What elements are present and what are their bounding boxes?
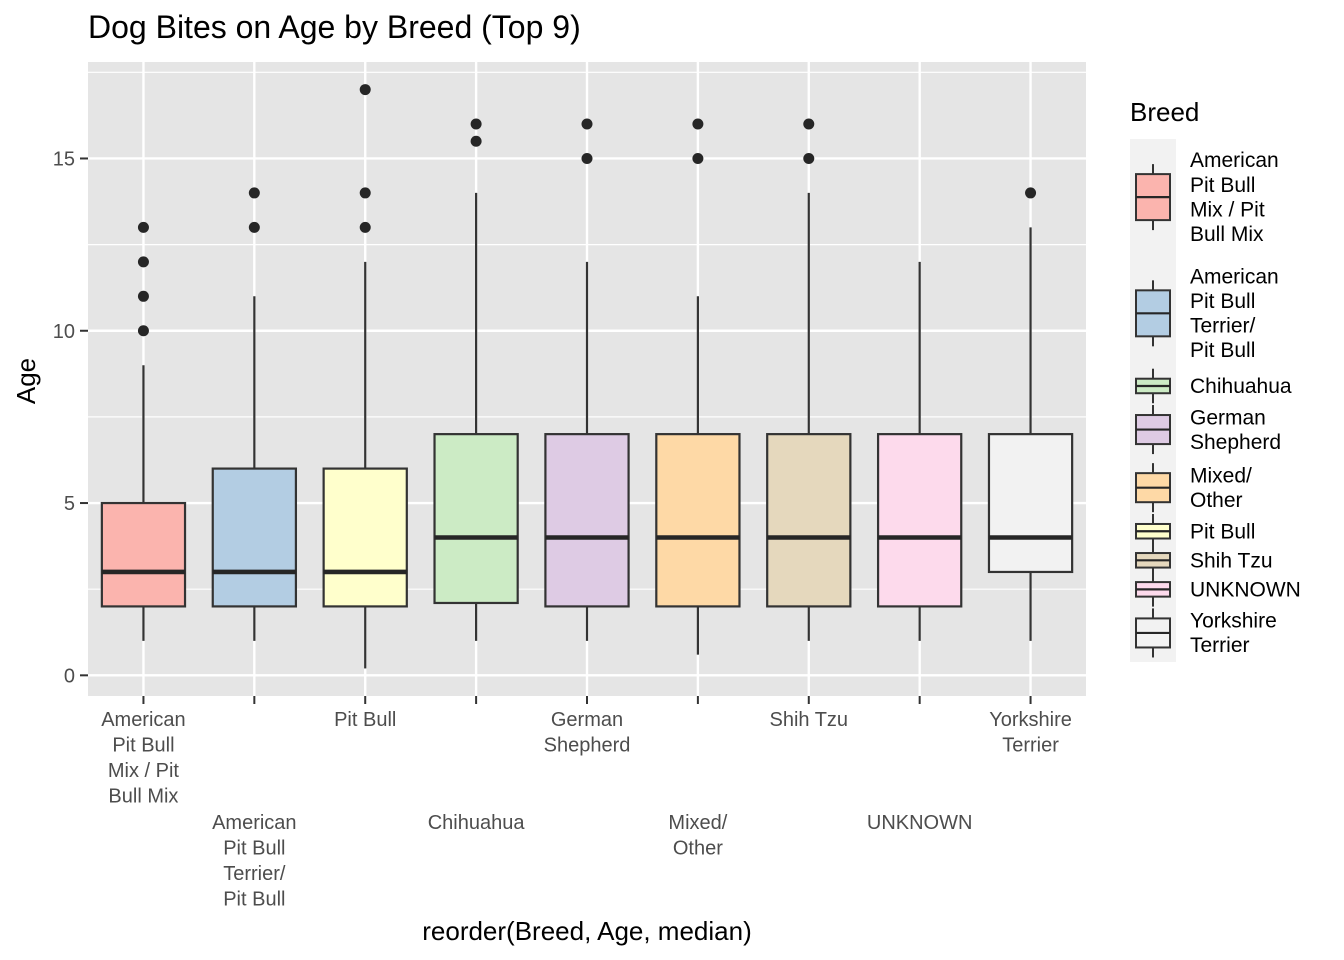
legend-label-line: Pit Bull [1190, 174, 1255, 197]
outlier-point [249, 187, 260, 198]
x-tick-label-line: German [551, 709, 623, 731]
x-tick-label-line: American [101, 709, 185, 731]
legend-label-line: Pit Bull [1190, 520, 1255, 543]
box-iqr [989, 434, 1072, 572]
outlier-point [803, 153, 814, 164]
legend-title: Breed [1130, 97, 1199, 127]
x-tick-label-line: Pit Bull [223, 889, 285, 911]
box-iqr [656, 434, 739, 606]
x-tick-label-mixed-other: Mixed/Other [668, 812, 727, 860]
x-tick-label-american-pit-bull-terrier-pit-bull: American Pit Bull Terrier/Pit Bull [212, 812, 296, 911]
x-tick-label-line: American [212, 812, 296, 834]
legend-label-line: Mixed/ [1190, 464, 1252, 487]
outlier-point [692, 119, 703, 130]
legend-label-line: American [1190, 265, 1279, 288]
y-axis: 0 5 10 15 [53, 148, 88, 687]
x-tick-label-line: Terrier/ [223, 863, 286, 885]
outlier-point [360, 222, 371, 233]
x-tick-label-line: Pit Bull [223, 838, 285, 860]
outlier-point [138, 256, 149, 267]
outlier-point [692, 153, 703, 164]
x-tick-label-line: Mix / Pit [108, 760, 180, 782]
x-tick-label-line: Chihuahua [428, 812, 526, 834]
legend-item-mixed-other: Mixed/Other [1136, 463, 1252, 512]
box-iqr [767, 434, 850, 606]
outlier-point [138, 222, 149, 233]
outlier-point [138, 325, 149, 336]
x-tick-label-german-shepherd: German Shepherd [544, 709, 631, 757]
box-iqr [102, 503, 185, 606]
box-iqr [213, 469, 296, 607]
legend-label-line: Chihuahua [1190, 375, 1292, 398]
box-iqr [324, 469, 407, 607]
legend-label-line: Yorkshire [1190, 610, 1277, 633]
x-tick-label-chihuahua: Chihuahua [428, 812, 526, 834]
legend-label-line: Mix / Pit [1190, 198, 1265, 221]
legend-label-line: UNKNOWN [1190, 578, 1301, 601]
x-tick-label-line: UNKNOWN [867, 812, 973, 834]
y-tick-label: 0 [64, 665, 75, 687]
x-tick-label-line: Pit Bull [112, 735, 174, 757]
outlier-point [138, 291, 149, 302]
x-tick-label-line: Shih Tzu [769, 709, 848, 731]
legend-label-line: Terrier/ [1190, 315, 1256, 338]
legend-label-line: Pit Bull [1190, 339, 1255, 362]
outlier-point [1025, 187, 1036, 198]
x-tick-label-shih-tzu: Shih Tzu [769, 709, 848, 731]
outlier-point [471, 136, 482, 147]
y-axis-title: Age [11, 358, 41, 404]
outlier-point [360, 84, 371, 95]
box-iqr [878, 434, 961, 606]
box-iqr [435, 434, 518, 603]
box-iqr [545, 434, 628, 606]
x-tick-label-line: Bull Mix [108, 786, 178, 808]
x-tick-label-american-pit-bull-mix-pit-bull-mix: American Pit Bull Mix / Pit Bull Mix [101, 709, 185, 808]
x-tick-label-line: Terrier [1002, 735, 1059, 757]
legend-label-line: Terrier [1190, 634, 1250, 657]
x-tick-label-line: Yorkshire [989, 709, 1072, 731]
y-tick-label: 10 [53, 321, 75, 343]
outlier-point [360, 187, 371, 198]
x-tick-label-pit-bull: Pit Bull [334, 709, 396, 731]
legend-label-line: Shih Tzu [1190, 549, 1273, 572]
legend-label-line: Shepherd [1190, 431, 1281, 454]
legend-label-line: Pit Bull [1190, 290, 1255, 313]
x-tick-label-yorkshire-terrier: Yorkshire Terrier [989, 709, 1072, 757]
outlier-point [582, 119, 593, 130]
legend-label-line: Other [1190, 489, 1243, 512]
x-axis-title: reorder(Breed, Age, median) [422, 916, 752, 946]
x-tick-label-line: Mixed/ [668, 812, 727, 834]
x-tick-label-line: Other [673, 838, 723, 860]
y-tick-label: 5 [64, 493, 75, 515]
chart-title: Dog Bites on Age by Breed (Top 9) [88, 9, 581, 45]
outlier-point [582, 153, 593, 164]
x-tick-label-unknown: UNKNOWN [867, 812, 973, 834]
outlier-point [249, 222, 260, 233]
outlier-point [471, 119, 482, 130]
legend-label-line: American [1190, 149, 1279, 172]
legend-label-line: German [1190, 406, 1266, 429]
x-tick-label-line: Pit Bull [334, 709, 396, 731]
legend-label-line: Bull Mix [1190, 223, 1264, 246]
x-tick-label-line: Shepherd [544, 735, 631, 757]
outlier-point [803, 119, 814, 130]
y-tick-label: 15 [53, 148, 75, 170]
